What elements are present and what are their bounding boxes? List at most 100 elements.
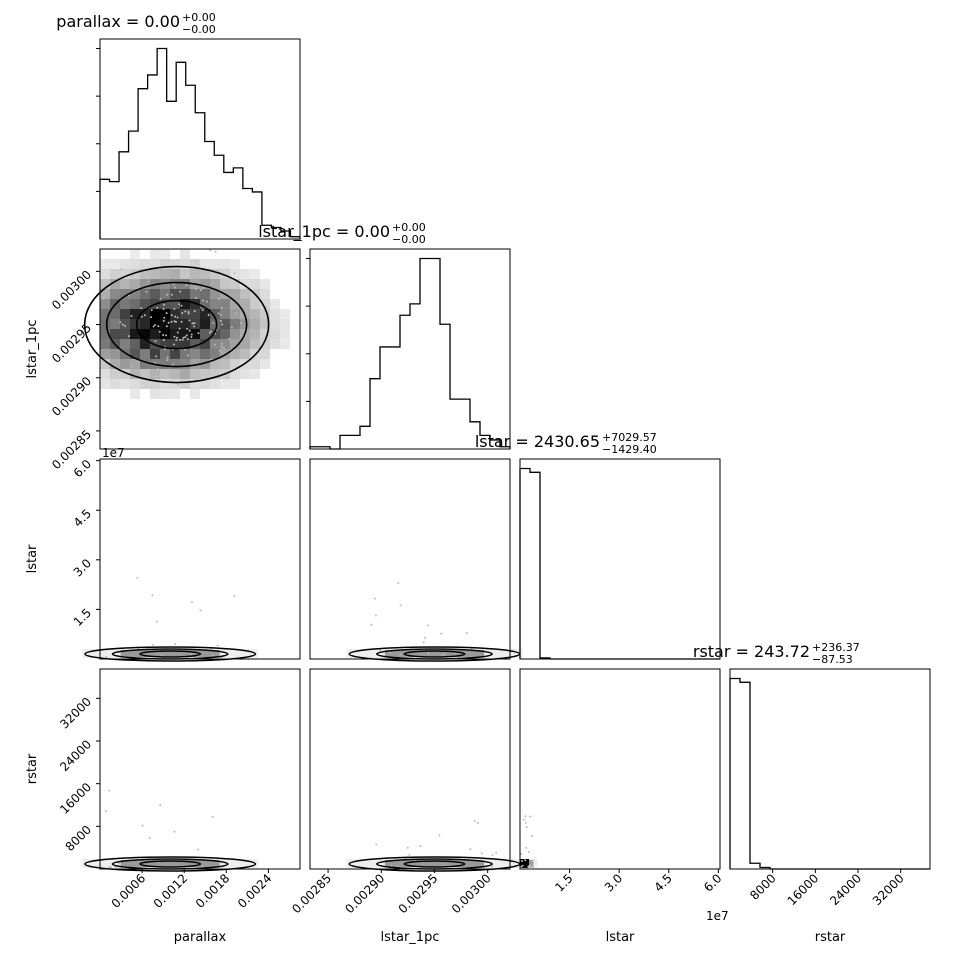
sample-point xyxy=(102,297,105,300)
frame-diag-lstar_1pc xyxy=(309,248,511,450)
density-cell xyxy=(200,319,210,329)
density-cell xyxy=(280,319,290,329)
density-cell xyxy=(100,359,110,369)
sample-point xyxy=(212,654,215,657)
density-cell xyxy=(160,339,170,349)
sample-point xyxy=(219,287,222,290)
sample-point xyxy=(220,342,223,345)
density-cell xyxy=(200,349,210,359)
sample-point xyxy=(199,289,202,292)
density-cell xyxy=(180,369,190,379)
xtick-label-lstar-0: 1.5 xyxy=(552,871,575,894)
sample-point xyxy=(521,864,524,867)
sample-point xyxy=(520,853,523,856)
sample-point xyxy=(220,307,223,310)
sample-point xyxy=(143,275,146,278)
density-cell xyxy=(130,309,140,319)
density-cell xyxy=(220,379,230,389)
density-cell xyxy=(130,339,140,349)
density-cell xyxy=(200,359,210,369)
density-cell xyxy=(160,309,170,319)
sample-point xyxy=(212,321,215,324)
histogram-lstar_1pc xyxy=(309,257,511,450)
density-cell xyxy=(150,309,160,319)
sample-point xyxy=(148,836,151,839)
density-cell xyxy=(140,329,150,339)
density-cell xyxy=(180,269,190,279)
sample-point xyxy=(185,334,188,337)
sample-point xyxy=(173,335,176,338)
density-cell xyxy=(250,359,260,369)
density-cell xyxy=(210,279,220,289)
xtick-label-lstar-3: 6.0 xyxy=(701,871,724,894)
contour-3 xyxy=(135,299,218,350)
sample-point xyxy=(193,310,196,313)
density-cell xyxy=(100,309,110,319)
sample-point xyxy=(156,306,159,309)
sample-point xyxy=(529,815,532,818)
density-core xyxy=(384,650,484,657)
density-cell xyxy=(200,279,210,289)
density-cell xyxy=(240,289,250,299)
sample-point xyxy=(206,300,209,303)
density-cell xyxy=(170,389,180,399)
density-cell xyxy=(140,359,150,369)
density-cell xyxy=(140,349,150,359)
density-cell xyxy=(200,329,210,339)
density-cell xyxy=(180,329,190,339)
sample-point xyxy=(170,293,173,296)
density-cell xyxy=(170,289,180,299)
sample-point xyxy=(185,284,188,287)
sample-point xyxy=(108,789,111,792)
density-cell xyxy=(110,309,120,319)
contour-3 xyxy=(139,650,202,658)
ylabel-rstar: rstar xyxy=(25,753,40,784)
density-cell xyxy=(160,319,170,329)
sample-point xyxy=(158,330,161,333)
sample-point xyxy=(443,653,446,656)
sample-point xyxy=(531,865,534,868)
sample-point xyxy=(396,865,399,868)
sample-point xyxy=(214,250,217,253)
density-cell xyxy=(160,279,170,289)
ytick-label-rstar-3: 32000 xyxy=(57,695,94,732)
density-cell xyxy=(120,329,130,339)
density-cell xyxy=(210,369,220,379)
sample-point xyxy=(170,314,173,317)
density-cell xyxy=(230,259,240,269)
sample-point xyxy=(524,821,527,824)
density-cell xyxy=(130,349,140,359)
density-cell xyxy=(180,319,190,329)
ytick-label-rstar-0: 8000 xyxy=(63,823,94,854)
density-cell xyxy=(200,269,210,279)
density-cell xyxy=(100,259,110,269)
density-cell xyxy=(170,379,180,389)
sample-point xyxy=(193,325,196,328)
title-lstar: lstar = 2430.65 xyxy=(475,432,600,451)
sample-point xyxy=(154,361,157,364)
sample-point xyxy=(419,844,422,847)
sample-point xyxy=(219,313,222,316)
density-cell xyxy=(150,249,160,259)
sample-point xyxy=(162,319,165,322)
density-cell xyxy=(220,309,230,319)
frame-lstar-vs-rstar xyxy=(519,668,721,870)
sample-point xyxy=(186,327,189,330)
density-core xyxy=(120,860,220,867)
sample-point xyxy=(202,287,205,290)
xtick-label-rstar-2: 24000 xyxy=(827,871,864,908)
density-cell xyxy=(150,389,160,399)
sample-point xyxy=(187,312,190,315)
density-cell xyxy=(260,289,270,299)
sample-point xyxy=(194,297,197,300)
ytick-label-rstar-2: 24000 xyxy=(57,737,94,774)
density-cell xyxy=(280,309,290,319)
sample-point xyxy=(405,655,408,658)
density-cell xyxy=(110,349,120,359)
sample-point xyxy=(208,331,211,334)
frame-parallax-vs-rstar xyxy=(99,668,301,870)
density-cell xyxy=(210,299,220,309)
sample-point xyxy=(186,338,189,341)
sample-point xyxy=(150,316,153,319)
density-cell xyxy=(250,269,260,279)
